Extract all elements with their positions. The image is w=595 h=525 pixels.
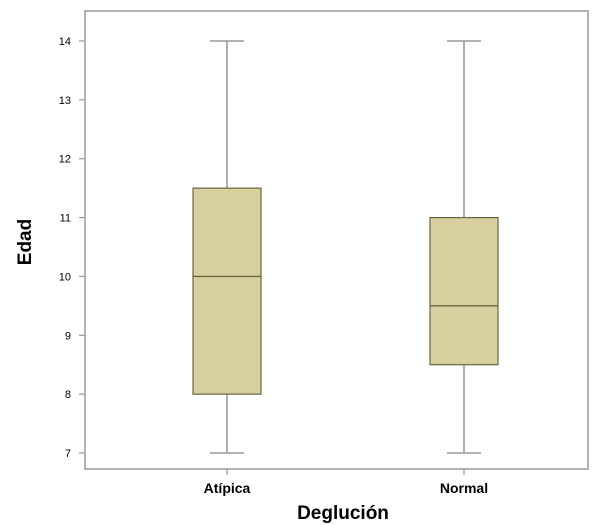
y-axis-title: Edad [15,219,36,265]
x-tick-label: Normal [440,480,488,496]
y-tick-label: 8 [65,389,71,401]
y-tick-label: 14 [59,36,71,48]
y-tick-label: 7 [65,448,71,460]
y-tick-label: 9 [65,330,71,342]
y-tick-label: 12 [59,154,71,166]
y-tick-label: 11 [60,213,71,225]
y-tick-label: 13 [59,95,71,107]
plot-frame [84,10,589,470]
box-1 [192,40,262,454]
x-axis: Atípica Normal [204,469,488,496]
y-axis: 7 8 9 10 11 12 13 14 [59,36,85,460]
x-tick-label: Atípica [204,480,251,496]
x-axis-title: Deglución [297,503,389,524]
y-tick-label: 10 [59,271,71,283]
box-series [192,40,499,454]
iqr-box [429,216,499,366]
iqr-box [192,187,262,395]
box-2 [429,40,499,454]
